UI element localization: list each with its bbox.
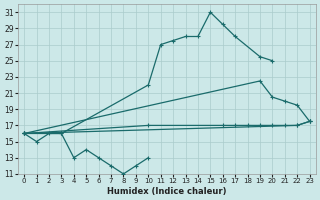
X-axis label: Humidex (Indice chaleur): Humidex (Indice chaleur) (107, 187, 227, 196)
